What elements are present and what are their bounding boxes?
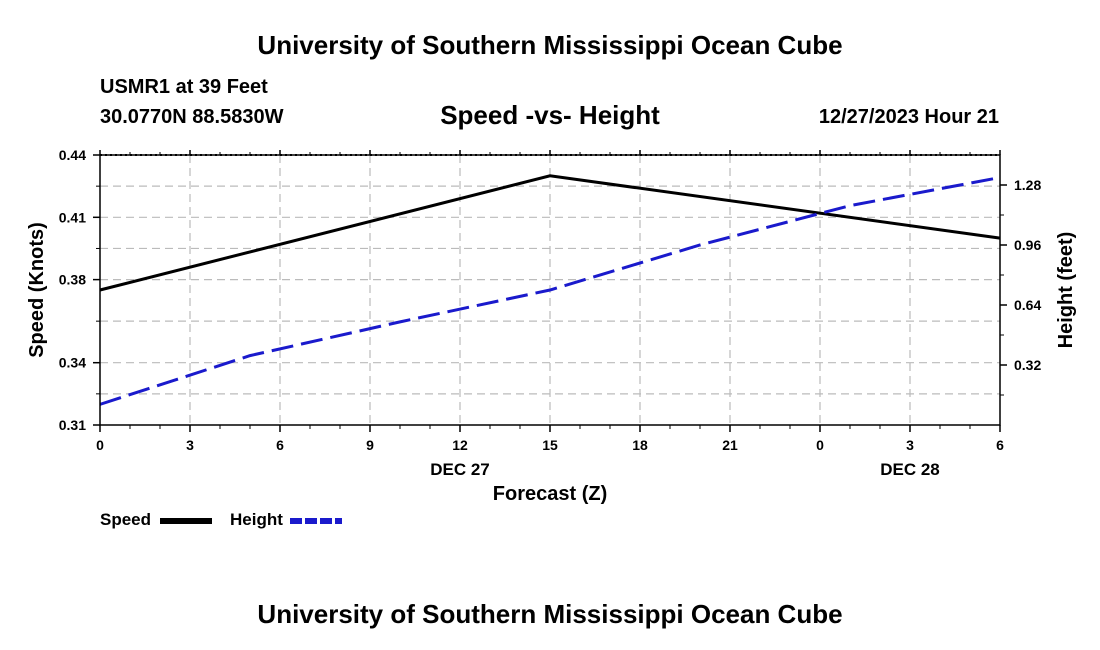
page-title: University of Southern Mississippi Ocean… — [257, 30, 843, 60]
y-right-tick-label: 0.32 — [1014, 357, 1041, 373]
x-tick-label: 6 — [996, 437, 1004, 453]
legend-height-label: Height — [230, 510, 283, 529]
x-day-label: DEC 27 — [430, 460, 490, 479]
forecast-datetime: 12/27/2023 Hour 21 — [818, 106, 999, 128]
footer-title: University of Southern Mississippi Ocean… — [257, 599, 843, 629]
y-left-tick-label: 0.31 — [59, 417, 86, 433]
x-tick-label: 0 — [816, 437, 824, 453]
series-line-height — [99, 176, 1001, 406]
legend-height-swatch — [290, 518, 342, 524]
y-left-tick-label: 0.34 — [59, 355, 86, 371]
y-left-tick-label: 0.41 — [59, 209, 86, 225]
grid-lines — [100, 155, 1000, 425]
y-right-tick-label: 0.96 — [1014, 237, 1041, 253]
y-axis-right-label: Height (feet) — [1055, 232, 1077, 349]
station-label: USMR1 at 39 Feet — [100, 76, 268, 98]
x-tick-label: 12 — [452, 437, 468, 453]
x-axis-label: Forecast (Z) — [493, 483, 607, 505]
y-left-tick-label: 0.38 — [59, 272, 86, 288]
x-tick-label: 3 — [186, 437, 194, 453]
x-tick-label: 6 — [276, 437, 284, 453]
y-right-tick-label: 1.28 — [1014, 177, 1041, 193]
x-tick-label: 21 — [722, 437, 738, 453]
x-day-label: DEC 28 — [880, 460, 940, 479]
legend-speed-label: Speed — [100, 510, 152, 529]
tick-labels: 0 3 6 9 12 15 18 21 0 3 6 DEC 27 DEC 28 0.31 0.34 0.38 0… — [59, 147, 1042, 479]
series-lines — [99, 174, 1001, 406]
y-right-tick-label: 0.64 — [1014, 297, 1041, 313]
series-line-speed — [99, 174, 1001, 292]
y-axis-left-label: Speed (Knots) — [26, 222, 48, 358]
legend-speed-swatch — [160, 518, 212, 524]
x-tick-label: 18 — [632, 437, 648, 453]
tick-marks — [93, 150, 1007, 432]
x-tick-label: 3 — [906, 437, 914, 453]
x-tick-label: 15 — [542, 437, 558, 453]
station-coordinates: 30.0770N 88.5830W — [100, 106, 284, 128]
y-left-tick-label: 0.44 — [59, 147, 86, 163]
chart-title: Speed -vs- Height — [440, 100, 660, 130]
x-tick-label: 0 — [96, 437, 104, 453]
x-tick-label: 9 — [366, 437, 374, 453]
